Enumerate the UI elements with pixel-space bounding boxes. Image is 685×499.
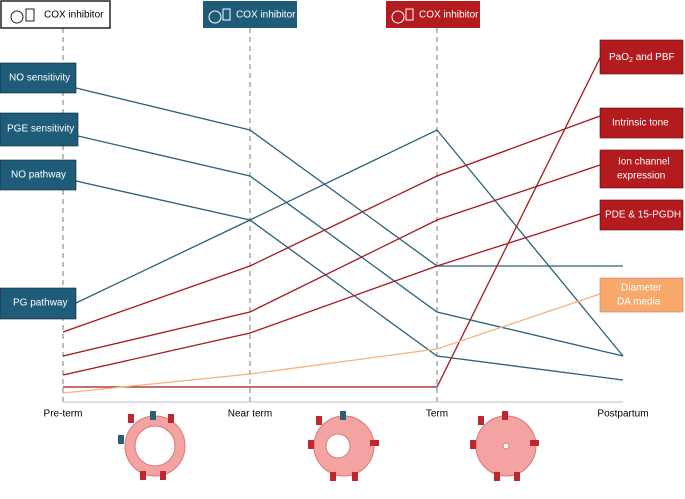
stage-label: Term bbox=[426, 409, 448, 420]
stage-lines bbox=[62, 28, 623, 403]
orange-box bbox=[599, 277, 684, 313]
right-label: Ion channel bbox=[618, 157, 670, 168]
right-label: DA media bbox=[617, 297, 661, 308]
left-label: NO pathway bbox=[11, 170, 66, 181]
cox-label: COX inhibitor bbox=[44, 10, 104, 21]
stage-label: Near term bbox=[228, 409, 272, 420]
stage-label: Pre-term bbox=[44, 409, 83, 420]
cox-box: COX inhibitor bbox=[0, 0, 111, 29]
stage-label: Postpartum bbox=[597, 409, 648, 420]
right-label: PaO2 and PBF bbox=[609, 52, 675, 64]
right-label: Diameter bbox=[621, 283, 662, 294]
left-label: NO sensitivity bbox=[9, 73, 70, 84]
cox-label: COX inhibitor bbox=[236, 10, 296, 21]
vessel-ring bbox=[308, 411, 379, 481]
left-boxes bbox=[0, 62, 79, 320]
left-label: PGE sensitivity bbox=[7, 124, 74, 135]
cox-box: COX inhibitor bbox=[386, 1, 480, 28]
left-label: PG pathway bbox=[13, 298, 67, 309]
right-label: expression bbox=[617, 171, 665, 182]
right-boxes bbox=[599, 39, 684, 231]
trend-lines bbox=[62, 57, 624, 394]
right-label: PDE & 15-PGDH bbox=[605, 210, 681, 221]
right-label: Intrinsic tone bbox=[612, 118, 669, 129]
cox-label: COX inhibitor bbox=[419, 10, 479, 21]
vessel-ring bbox=[118, 411, 186, 480]
vessel-ring bbox=[470, 411, 539, 481]
cox-box: COX inhibitor bbox=[203, 1, 297, 28]
